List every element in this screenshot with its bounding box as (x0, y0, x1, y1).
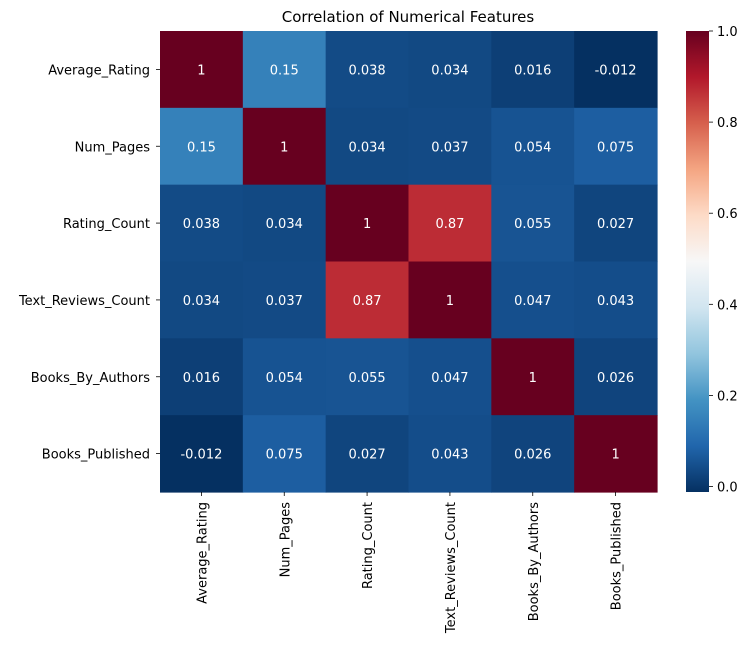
heatmap-cell-0-1 (242, 31, 327, 109)
x-tick-label-2: Rating_Count (361, 502, 376, 589)
colorbar-tick-label-1: 0.2 (717, 389, 738, 404)
heatmap-cell-label-0-1: 0.15 (270, 63, 299, 78)
colorbar-tick-label-5: 1.0 (717, 25, 738, 40)
heatmap-cell-label-2-0: 0.038 (183, 217, 220, 232)
heatmap-cell-3-2 (325, 261, 410, 339)
heatmap-cell-label-1-5: 0.075 (597, 140, 634, 155)
heatmap-cell-label-5-2: 0.027 (348, 448, 385, 463)
colorbar-tick-label-4: 0.8 (717, 116, 738, 131)
colorbar-tick-label-0: 0.0 (717, 481, 738, 496)
y-tick-label-2: Rating_Count (63, 217, 150, 232)
heatmap-cell-label-3-1: 0.037 (266, 294, 303, 309)
heatmap-cell-label-3-5: 0.043 (597, 294, 634, 309)
heatmap-cell-1-4 (491, 107, 575, 186)
heatmap-cell-3-1 (242, 261, 327, 339)
heatmap-cell-5-4 (491, 415, 575, 493)
heatmap-cell-4-2 (325, 338, 410, 416)
y-tick-label-3: Text_Reviews_Count (18, 294, 150, 309)
heatmap-cell-label-1-0: 0.15 (187, 140, 216, 155)
heatmap-cell-2-0 (160, 184, 244, 263)
heatmap-cell-0-0 (160, 31, 244, 109)
heatmap-cells (160, 31, 658, 493)
heatmap-cell-1-1 (242, 107, 327, 186)
colorbar-gradient (686, 31, 709, 492)
heatmap-cell-2-1 (242, 184, 327, 263)
heatmap-cell-2-5 (574, 184, 658, 263)
heatmap-cell-0-4 (491, 31, 575, 109)
heatmap-cell-label-3-0: 0.034 (183, 294, 220, 309)
heatmap-cell-label-0-5: -0.012 (595, 63, 637, 78)
heatmap-cell-label-0-0: 1 (197, 63, 205, 78)
heatmap-cell-label-4-4: 1 (529, 371, 537, 386)
heatmap-cell-label-2-3: 0.87 (435, 217, 464, 232)
heatmap-cell-4-1 (242, 338, 327, 416)
heatmap-cell-5-3 (408, 415, 492, 493)
heatmap-cell-2-4 (491, 184, 575, 263)
heatmap-cell-label-3-3: 1 (446, 294, 454, 309)
heatmap-cell-5-1 (242, 415, 327, 493)
heatmap-cell-label-1-2: 0.034 (348, 140, 385, 155)
heatmap-cell-label-0-2: 0.038 (348, 63, 385, 78)
heatmap-cell-3-4 (491, 261, 575, 339)
heatmap-cell-label-0-4: 0.016 (514, 63, 551, 78)
heatmap-cell-1-3 (408, 107, 492, 186)
heatmap-cell-label-5-0: -0.012 (180, 448, 222, 463)
heatmap-cell-label-0-3: 0.034 (431, 63, 468, 78)
heatmap-cell-label-3-2: 0.87 (353, 294, 382, 309)
x-tick-label-4: Books_By_Authors (527, 502, 542, 622)
heatmap-annotations: 1 0.15 0.038 0.034 0.016 -0.012 0.15 1 0.034 0.03… (180, 63, 636, 462)
heatmap-cell-label-4-2: 0.055 (348, 371, 385, 386)
heatmap-cell-5-5 (574, 415, 658, 493)
x-tick-label-5: Books_Published (610, 502, 625, 610)
heatmap-cell-0-3 (408, 31, 492, 109)
heatmap-cell-label-2-5: 0.027 (597, 217, 634, 232)
heatmap-cell-5-0 (160, 415, 244, 493)
heatmap-cell-label-1-1: 1 (280, 140, 288, 155)
heatmap-cell-label-4-5: 0.026 (597, 371, 634, 386)
y-tick-label-5: Books_Published (42, 448, 150, 463)
heatmap-cell-5-2 (325, 415, 410, 493)
heatmap-cell-label-3-4: 0.047 (514, 294, 551, 309)
x-tick-label-3: Text_Reviews_Count (444, 502, 459, 634)
heatmap-cell-2-2 (325, 184, 410, 263)
heatmap-cell-label-5-5: 1 (611, 448, 619, 463)
heatmap-cell-4-0 (160, 338, 244, 416)
heatmap-cell-4-4 (491, 338, 575, 416)
heatmap-cell-label-5-1: 0.075 (266, 448, 303, 463)
colorbar-tick-label-3: 0.6 (717, 207, 738, 222)
heatmap-cell-4-3 (408, 338, 492, 416)
heatmap-cell-label-1-3: 0.037 (431, 140, 468, 155)
heatmap-cell-3-0 (160, 261, 244, 339)
x-tick-label-0: Average_Rating (195, 502, 210, 604)
colorbar-tick-label-2: 0.4 (717, 298, 738, 313)
heatmap-cell-2-3 (408, 184, 492, 263)
chart-title: Correlation of Numerical Features (282, 8, 535, 26)
y-tick-label-4: Books_By_Authors (31, 371, 151, 386)
heatmap-cell-3-5 (574, 261, 658, 339)
x-tick-labels: Average_Rating Num_Pages Rating_Count Text_… (195, 492, 625, 634)
x-tick-label-1: Num_Pages (278, 502, 293, 578)
heatmap-cell-0-5 (574, 31, 658, 109)
heatmap-cell-1-0 (160, 107, 244, 186)
heatmap-cell-label-4-1: 0.054 (266, 371, 303, 386)
heatmap-cell-label-5-3: 0.043 (431, 448, 468, 463)
heatmap-cell-label-5-4: 0.026 (514, 448, 551, 463)
y-tick-labels: Average_Rating Num_Pages Rating_Count Text_… (18, 63, 160, 463)
heatmap-cell-4-5 (574, 338, 658, 416)
heatmap-cell-label-2-2: 1 (363, 217, 371, 232)
heatmap-cell-label-2-4: 0.055 (514, 217, 551, 232)
heatmap-cell-label-1-4: 0.054 (514, 140, 551, 155)
y-tick-label-1: Num_Pages (75, 140, 151, 155)
colorbar: 0.0 0.2 0.4 0.6 0.8 1.0 (686, 25, 738, 496)
heatmap-cell-0-2 (325, 31, 410, 109)
heatmap-cell-label-4-0: 0.016 (183, 371, 220, 386)
heatmap-cell-3-3 (408, 261, 492, 339)
heatmap-cell-1-5 (574, 107, 658, 186)
heatmap-cell-1-2 (325, 107, 410, 186)
heatmap-cell-label-2-1: 0.034 (266, 217, 303, 232)
y-tick-label-0: Average_Rating (48, 63, 150, 78)
heatmap-cell-label-4-3: 0.047 (431, 371, 468, 386)
